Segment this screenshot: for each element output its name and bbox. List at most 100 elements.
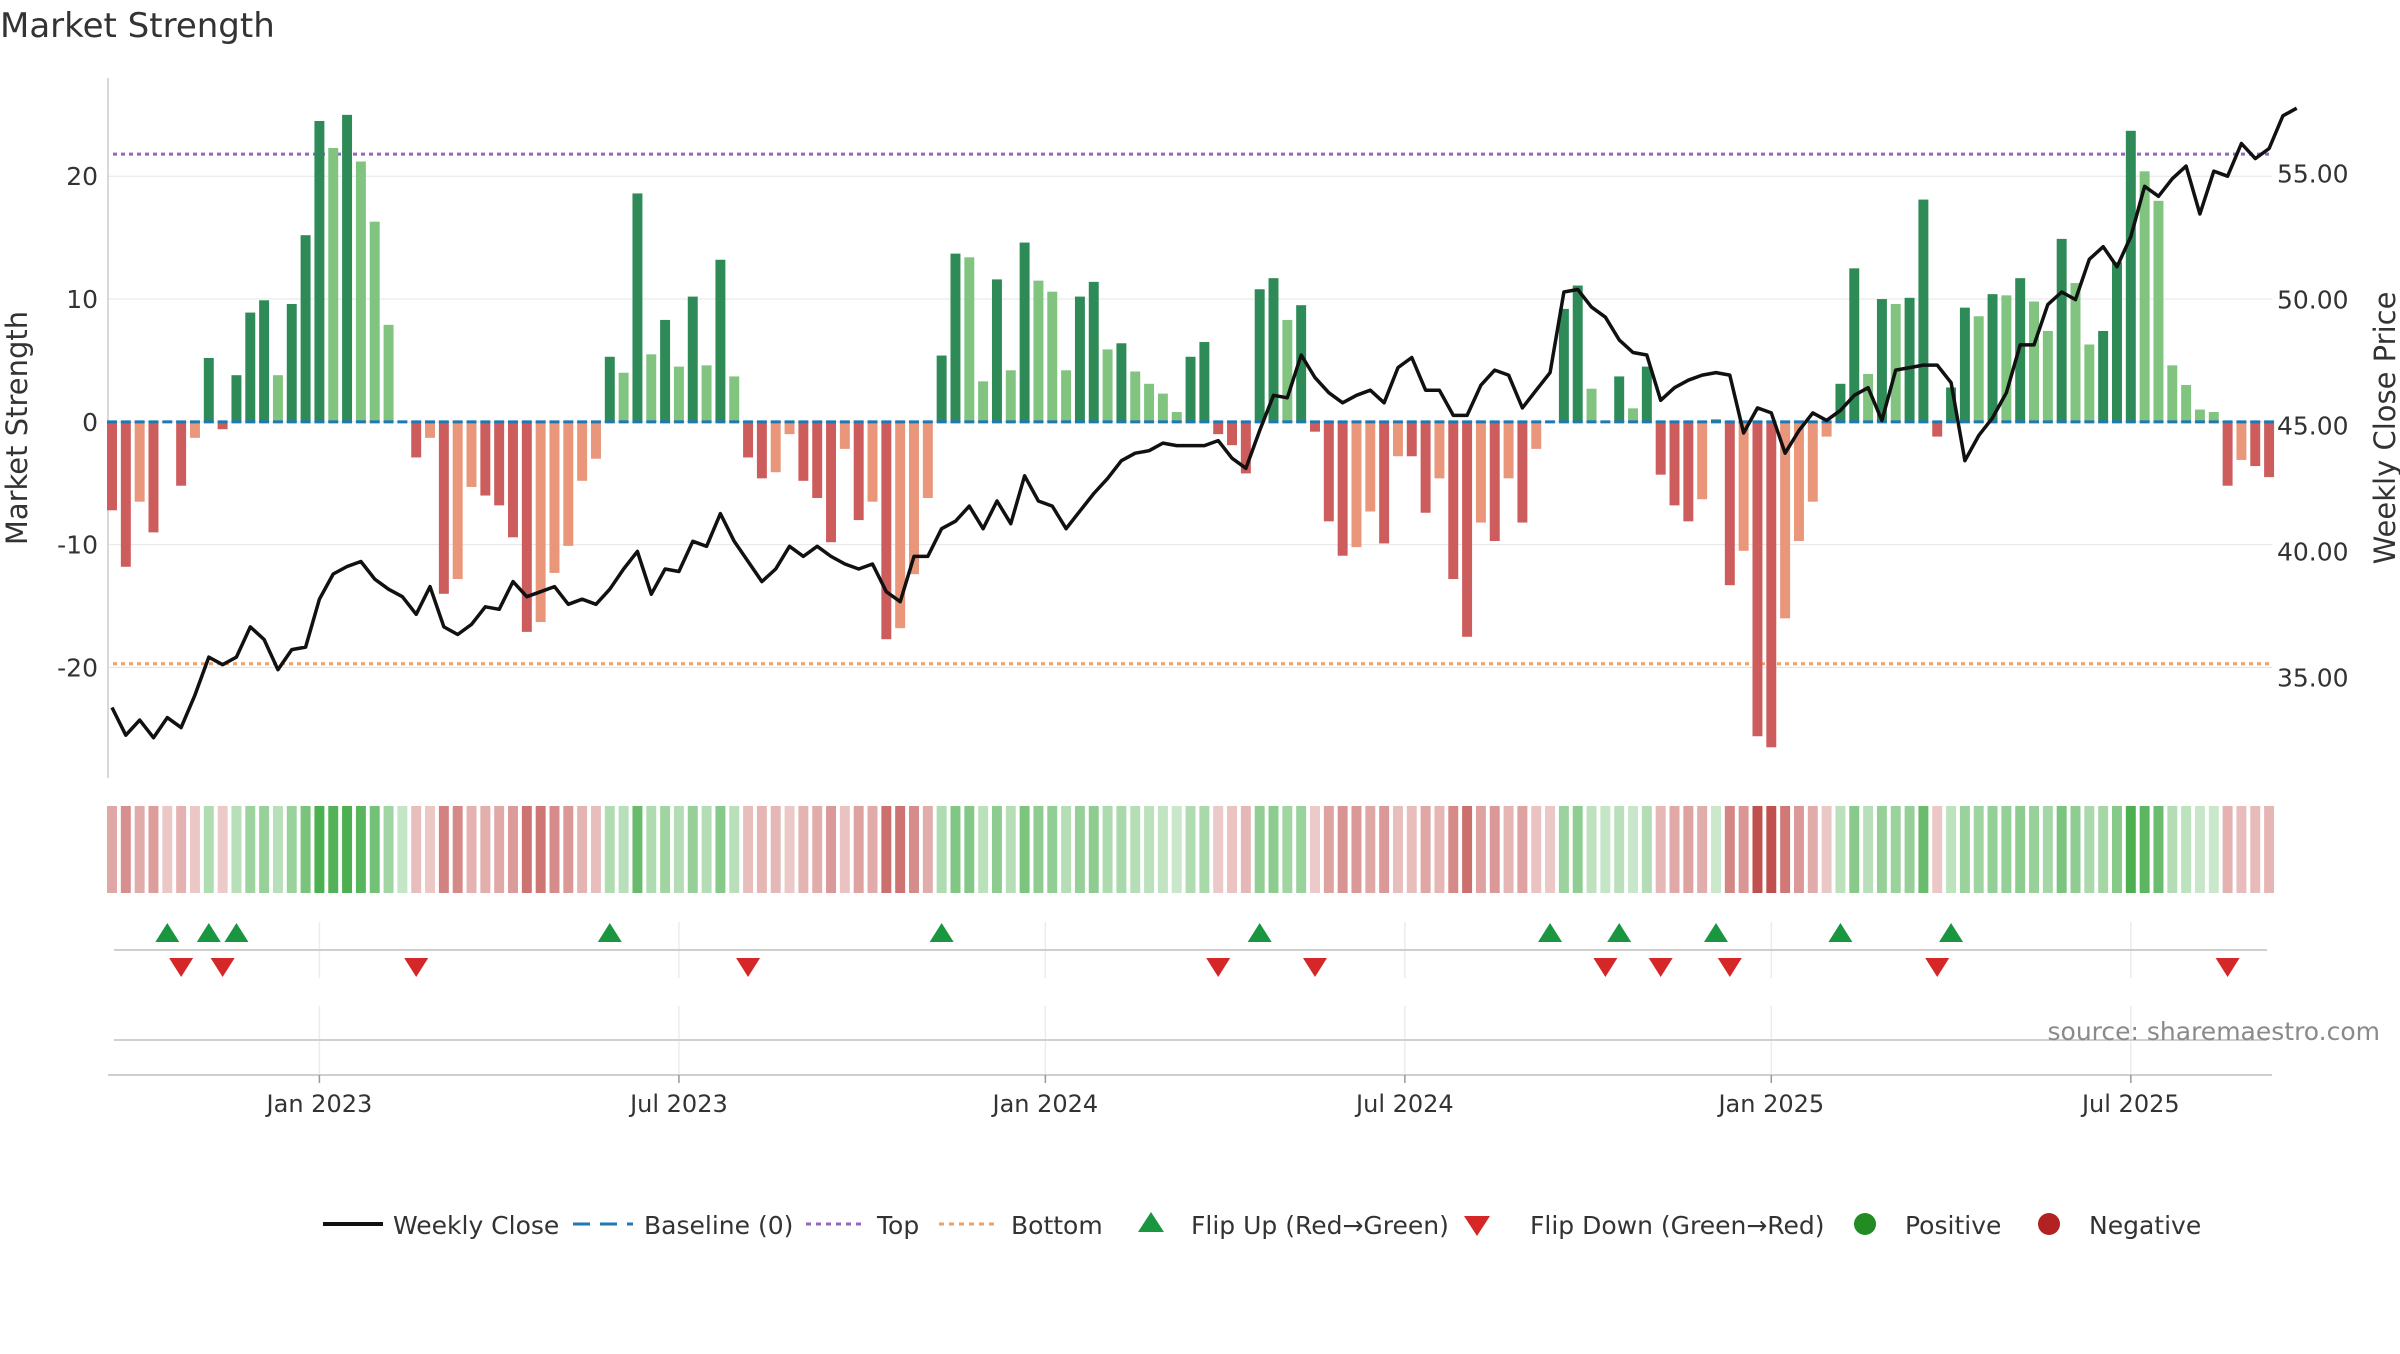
strength-bar (1849, 268, 1860, 422)
heat-cell (1310, 806, 1320, 893)
legend-label-negative: Negative (2089, 1211, 2201, 1240)
heat-cell (1337, 806, 1348, 893)
heat-cell (922, 806, 933, 893)
flip-down-marker (169, 958, 194, 977)
heat-cell (1282, 806, 1293, 893)
strength-bar (1392, 421, 1403, 457)
strength-bar (425, 421, 436, 438)
strength-bar (895, 421, 906, 629)
strength-bar (203, 358, 214, 422)
heat-cell (1669, 806, 1680, 893)
heat-cell (2084, 806, 2095, 893)
flip-down-marker (1925, 958, 1950, 977)
strength-bar (1323, 421, 1334, 522)
strength-bar (1572, 285, 1583, 422)
heat-cell (1863, 806, 1874, 893)
x-tick-label: Jan 2025 (1716, 1090, 1824, 1118)
chart-title: Market Strength (0, 6, 275, 46)
strength-bar (411, 421, 422, 458)
strength-bar (217, 421, 228, 430)
flip-down-marker (1206, 958, 1231, 977)
strength-bar (383, 324, 394, 422)
legend-item-bottom[interactable]: Bottom (939, 1211, 1103, 1240)
heat-cell (120, 806, 131, 893)
heat-cell (162, 806, 173, 893)
heat-cell (355, 806, 366, 893)
strength-bar (452, 421, 463, 580)
legend-item-flip-up[interactable]: Flip Up (Red→Green) (1138, 1211, 1449, 1240)
legend-item-baseline[interactable]: Baseline (0) (573, 1211, 793, 1240)
heat-cell (1475, 806, 1486, 893)
heat-cell (1074, 806, 1085, 893)
heat-cell (1240, 806, 1251, 893)
heat-cell (1600, 806, 1611, 893)
heat-cell (770, 806, 781, 893)
heat-cell (964, 806, 975, 893)
strength-bar (2153, 200, 2164, 422)
heat-cell (1545, 806, 1556, 893)
strength-bar (1047, 291, 1058, 422)
strength-bar (1973, 316, 1984, 422)
heat-cell (494, 806, 505, 893)
heat-cell (1586, 806, 1597, 893)
heat-cell (286, 806, 297, 893)
legend-item-flip-down[interactable]: Flip Down (Green→Red) (1464, 1211, 1825, 1240)
legend-item-negative[interactable]: Negative (2038, 1211, 2201, 1240)
x-tick-label: Jan 2023 (265, 1090, 373, 1118)
strength-bar (286, 303, 297, 422)
heat-cell (1738, 806, 1749, 893)
strength-bar (1019, 242, 1030, 422)
heat-cell (1227, 806, 1238, 893)
flip-up-marker (1939, 923, 1964, 942)
chart-legend: Weekly Close Baseline (0) Top Bottom Fli… (323, 1211, 2201, 1240)
heat-cell (1724, 806, 1735, 893)
strength-bars (107, 114, 2275, 748)
heat-cell (328, 806, 339, 893)
strength-bar (2208, 412, 2219, 422)
strength-bar (604, 356, 615, 422)
heat-cell (2056, 806, 2067, 893)
heat-cell (798, 806, 809, 893)
heat-cell (1351, 806, 1362, 893)
heat-cell (383, 806, 394, 893)
legend-item-top[interactable]: Top (806, 1211, 919, 1240)
heat-cell (729, 806, 740, 893)
legend-item-weekly-close[interactable]: Weekly Close (323, 1211, 559, 1240)
heat-cell (1752, 806, 1763, 893)
heat-cell (1365, 806, 1376, 893)
strength-bar (2029, 301, 2039, 422)
strength-bar (1102, 349, 1113, 422)
strength-bar (1946, 387, 1957, 422)
heat-cell (881, 806, 892, 893)
strength-bar (660, 319, 671, 422)
heat-cell (1697, 806, 1708, 893)
strength-bar (1406, 421, 1417, 457)
strength-bar (189, 421, 200, 438)
strength-bar (798, 421, 809, 481)
strength-bar (1157, 393, 1168, 422)
strength-bar (231, 375, 242, 422)
strength-bar (867, 421, 878, 502)
heat-cell (1987, 806, 1998, 893)
heat-cell (1973, 806, 1984, 893)
left-tick-label: 20 (66, 162, 98, 191)
strength-bar (2139, 171, 2150, 422)
strength-bar (590, 421, 601, 459)
heat-cell (950, 806, 961, 893)
legend-item-positive[interactable]: Positive (1854, 1211, 2001, 1240)
heat-cell (2222, 806, 2233, 893)
heat-cell (2167, 806, 2178, 893)
strength-bar (839, 421, 850, 449)
strength-bar (881, 421, 892, 640)
strength-bar (922, 421, 933, 498)
heat-cell (438, 806, 449, 893)
heat-cell (687, 806, 698, 893)
heat-cell (342, 806, 353, 893)
heat-cell (784, 806, 795, 893)
flip-panel (114, 922, 2267, 978)
strength-bar (978, 381, 989, 422)
flip-up-marker (929, 923, 954, 942)
heat-cell (1047, 806, 1058, 893)
